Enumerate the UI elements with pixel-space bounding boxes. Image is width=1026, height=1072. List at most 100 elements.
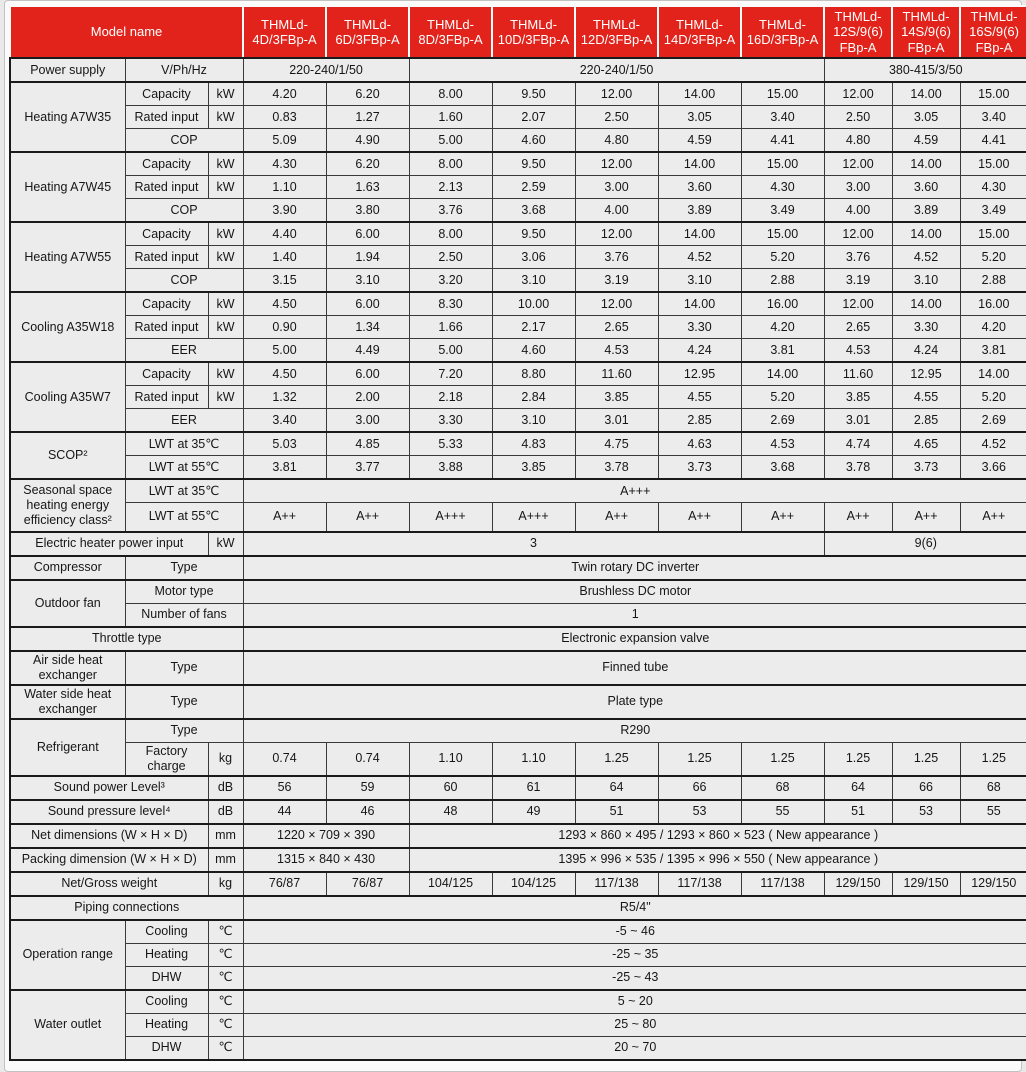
heating-a7w45-capacity-group-label: Heating A7W45 [9,151,126,223]
sound-power-level-value-4: 64 [574,774,659,800]
sound-pressure-level-value-2: 48 [408,798,493,824]
row-sound-pressure-level: Sound pressure level⁴ dB 44 46 48 49 51 53 55 51 5… [9,798,1026,824]
cooling-a35w7-rated-input-value-0: 1.32 [242,385,327,409]
row-outdoor-fan-number: Number of fans 1 [10,602,1026,627]
cooling-a35w18-eer-value-7: 4.53 [823,338,893,363]
heating-a7w45-capacity-value-0: 4.30 [242,151,327,176]
seasonal-class-lwt35-value: A+++ [242,478,1026,503]
model-header-cell: THMLd- 4D/3FBp-A [242,5,328,59]
heating-a7w45-rated-input-value-6: 4.30 [740,175,825,199]
cooling-a35w7-rated-input-value-2: 2.18 [408,385,493,409]
heating-a7w35-cop-value-4: 4.80 [574,128,659,153]
cooling-a35w18-rated-input-label: Rated input [124,315,209,339]
net-dimensions-value: 1293 × 860 × 495 / 1293 × 860 × 523 ( Ne… [408,822,1026,848]
cooling-a35w18-capacity-value-1: 6.00 [325,291,410,316]
cooling-a35w7-capacity-value-4: 11.60 [574,361,659,386]
heating-a7w55-capacity-value-0: 4.40 [242,221,327,246]
cooling-a35w18-capacity-value-4: 12.00 [574,291,659,316]
scop-lwt35-value-0: 5.03 [242,431,327,456]
piping-connections-value: R5/4" [242,894,1026,920]
net-gross-weight-unit: kg [207,870,244,896]
heating-a7w45-capacity-value-5: 14.00 [657,151,742,176]
heating-a7w45-cop-value-2: 3.76 [408,198,493,223]
water-side-heat-exchanger-label: Type [124,683,244,719]
water-outlet-dhw-label: DHW [124,1035,209,1060]
heating-a7w45-cop-value-0: 3.90 [242,198,327,223]
cooling-a35w7-eer-value-4: 3.01 [574,408,659,433]
scop-lwt55-value-6: 3.68 [740,455,825,480]
seasonal-class-lwt35-group-label: Seasonal space heating energy efficiency… [9,478,126,532]
electric-heater-power-input-value: 9(6) [823,530,1026,556]
heating-a7w35-capacity-value-0: 4.20 [242,81,327,106]
cooling-a35w7-eer-value-2: 3.30 [408,408,493,433]
cooling-a35w7-rated-input-value-3: 2.84 [491,385,576,409]
heating-a7w45-rated-input-value-3: 2.59 [491,175,576,199]
heating-a7w55-capacity-value-7: 12.00 [823,221,893,246]
scop-lwt55-value-8: 3.73 [891,455,961,480]
row-water-outlet-cooling: Water outlet Cooling ℃ 5 ~ 20 [9,988,1026,1060]
heating-a7w45-capacity-value-3: 9.50 [491,151,576,176]
sound-pressure-level-value-1: 46 [325,798,410,824]
refrigerant-factory-charge-value-9: 1.25 [959,741,1026,776]
packing-dimension-value: 1315 × 840 × 430 [242,846,410,872]
row-electric-heater-power-input: Electric heater power input kW 3 9(6) [9,530,1026,556]
model-header-cell: THMLd- 8D/3FBp-A [408,5,494,59]
operation-range-cooling-label: Cooling [124,918,209,944]
heating-a7w55-capacity-label: Capacity [124,221,209,246]
outdoor-fan-motor-type-value: Brushless DC motor [242,578,1026,604]
cooling-a35w7-rated-input-value-4: 3.85 [574,385,659,409]
heating-a7w45-capacity-unit: kW [207,151,244,176]
heating-a7w45-capacity-value-1: 6.20 [325,151,410,176]
heating-a7w55-rated-input-value-1: 1.94 [325,245,410,269]
heating-a7w35-cop-value-8: 4.59 [891,128,961,153]
heating-a7w35-capacity-value-8: 14.00 [891,81,961,106]
air-side-heat-exchanger-value: Finned tube [242,649,1026,685]
heating-a7w45-capacity-label: Capacity [124,151,209,176]
heating-a7w35-cop-value-0: 5.09 [242,128,327,153]
refrigerant-factory-charge-value-6: 1.25 [740,741,825,776]
seasonal-class-lwt55-value-3: A+++ [491,502,576,532]
heating-a7w55-rated-input-label: Rated input [124,245,209,269]
row-scop-lwt55: LWT at 55℃ 3.81 3.77 3.88 3.85 3.78 3.73 3.68 3.… [10,455,1026,480]
heating-a7w35-cop-value-6: 4.41 [740,128,825,153]
compressor-type-label: Type [124,554,244,580]
heating-a7w35-capacity-value-1: 6.20 [325,81,410,106]
operation-range-heating-label: Heating [124,942,209,967]
model-header-cell: THMLd- 16S/9(6) FBp-A [959,5,1026,59]
heating-a7w35-rated-input-value-8: 3.05 [891,105,961,129]
heating-a7w35-capacity-value-3: 9.50 [491,81,576,106]
operation-range-cooling-value: -5 ~ 46 [242,918,1026,944]
heating-a7w45-cop-value-7: 4.00 [823,198,893,223]
cooling-a35w7-capacity-value-8: 12.95 [891,361,961,386]
net-gross-weight-label: Net/Gross weight [9,870,209,896]
heating-a7w45-rated-input-value-0: 1.10 [242,175,327,199]
air-side-heat-exchanger-group-label: Air side heat exchanger [9,649,126,685]
heating-a7w55-rated-input-value-3: 3.06 [491,245,576,269]
scop-lwt55-value-7: 3.78 [823,455,893,480]
net-gross-weight-value-8: 129/150 [891,870,961,896]
refrigerant-factory-charge-value-8: 1.25 [891,741,961,776]
cooling-a35w7-eer-label: EER [124,408,244,433]
heating-a7w55-rated-input-value-5: 4.52 [657,245,742,269]
water-outlet-dhw-value: 20 ~ 70 [242,1035,1026,1060]
cooling-a35w18-capacity-unit: kW [207,291,244,316]
heating-a7w35-capacity-value-6: 15.00 [740,81,825,106]
cooling-a35w18-rated-input-value-5: 3.30 [657,315,742,339]
row-cooling-a35w7-capacity: Cooling A35W7 Capacity kW 4.50 6.00 7.20 8.80 1… [9,361,1026,433]
cooling-a35w18-capacity-value-3: 10.00 [491,291,576,316]
water-outlet-cooling-value: 5 ~ 20 [242,988,1026,1014]
cooling-a35w18-capacity-group-label: Cooling A35W18 [9,291,126,363]
row-heating-a7w55-cop: COP 3.15 3.10 3.20 3.10 3.19 3.10 2.88 3.19 3.10 2… [10,268,1026,293]
outdoor-fan-number-label: Number of fans [124,602,244,627]
row-seasonal-class-lwt35: Seasonal space heating energy efficiency… [9,478,1026,532]
scop-lwt35-value-1: 4.85 [325,431,410,456]
row-piping-connections: Piping connections R5/4" [9,894,1026,920]
heating-a7w35-cop-value-2: 5.00 [408,128,493,153]
heating-a7w35-rated-input-value-7: 2.50 [823,105,893,129]
sound-pressure-level-value-6: 55 [740,798,825,824]
seasonal-class-lwt55-value-0: A++ [242,502,327,532]
sound-power-level-value-9: 68 [959,774,1026,800]
cooling-a35w18-eer-value-5: 4.24 [657,338,742,363]
heating-a7w55-rated-input-value-0: 1.40 [242,245,327,269]
water-side-heat-exchanger-group-label: Water side heat exchanger [9,683,126,719]
